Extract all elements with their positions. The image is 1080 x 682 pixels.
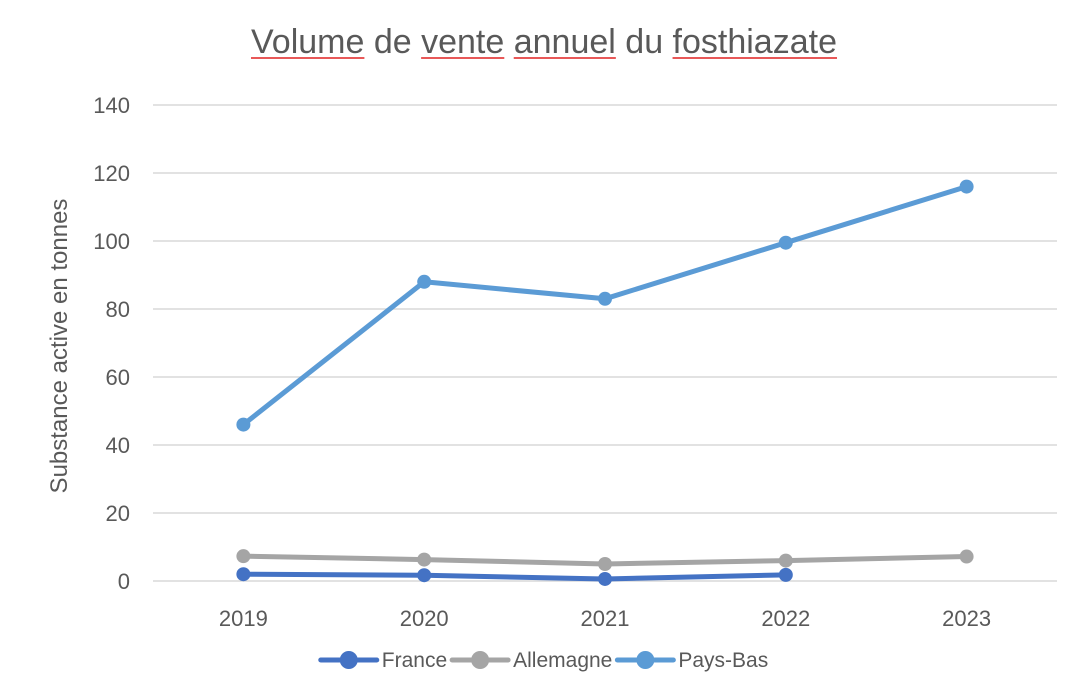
data-point-pays-bas bbox=[417, 274, 432, 289]
x-tick-label: 2021 bbox=[581, 606, 630, 631]
x-tick-label: 2023 bbox=[942, 606, 991, 631]
data-point-pays-bas bbox=[959, 179, 974, 194]
gridlines bbox=[153, 104, 1057, 582]
legend-swatch-marker bbox=[636, 651, 655, 669]
data-point-france bbox=[236, 567, 251, 582]
chart-title: Volume de vente annuel du fosthiazate bbox=[251, 23, 837, 61]
legend-label: Pays-Bas bbox=[678, 649, 768, 672]
data-point-allemagne bbox=[778, 553, 793, 568]
x-tick-label: 2022 bbox=[761, 606, 810, 631]
y-tick-label: 40 bbox=[106, 433, 130, 458]
y-tick-label: 80 bbox=[106, 297, 130, 322]
series-line-france bbox=[240, 571, 789, 582]
data-point-allemagne bbox=[417, 552, 432, 567]
y-tick-label: 140 bbox=[93, 93, 130, 118]
y-tick-label: 100 bbox=[93, 229, 130, 254]
y-axis-ticks: 0 20 40 60 80 100 120 140 bbox=[93, 93, 130, 594]
legend: France Allemagne Pays-Bas bbox=[318, 649, 768, 672]
data-point-allemagne bbox=[236, 549, 251, 564]
series-pays-bas bbox=[236, 179, 974, 432]
x-tick-label: 2020 bbox=[400, 606, 449, 631]
legend-label: Allemagne bbox=[513, 649, 612, 672]
y-tick-label: 120 bbox=[93, 161, 130, 186]
series-lines bbox=[236, 179, 974, 586]
x-axis-ticks: 2019 2020 2021 2022 2023 bbox=[219, 606, 991, 631]
data-point-france bbox=[778, 567, 793, 582]
data-point-pays-bas bbox=[778, 235, 793, 250]
y-tick-label: 20 bbox=[106, 501, 130, 526]
data-point-allemagne bbox=[598, 557, 612, 571]
legend-label: France bbox=[382, 649, 447, 672]
y-axis-label: Substance active en tonnes bbox=[46, 199, 73, 494]
data-point-france bbox=[598, 571, 612, 586]
series-france bbox=[236, 567, 793, 586]
legend-swatch-marker bbox=[339, 651, 358, 669]
y-tick-label: 60 bbox=[106, 365, 130, 390]
legend-swatch-marker bbox=[471, 651, 490, 669]
data-point-france bbox=[417, 568, 432, 583]
y-tick-label: 0 bbox=[118, 569, 130, 594]
series-allemagne bbox=[236, 549, 974, 571]
data-point-pays-bas bbox=[598, 291, 612, 306]
data-point-allemagne bbox=[959, 549, 974, 564]
x-tick-label: 2019 bbox=[219, 606, 268, 631]
data-point-pays-bas bbox=[236, 417, 251, 432]
